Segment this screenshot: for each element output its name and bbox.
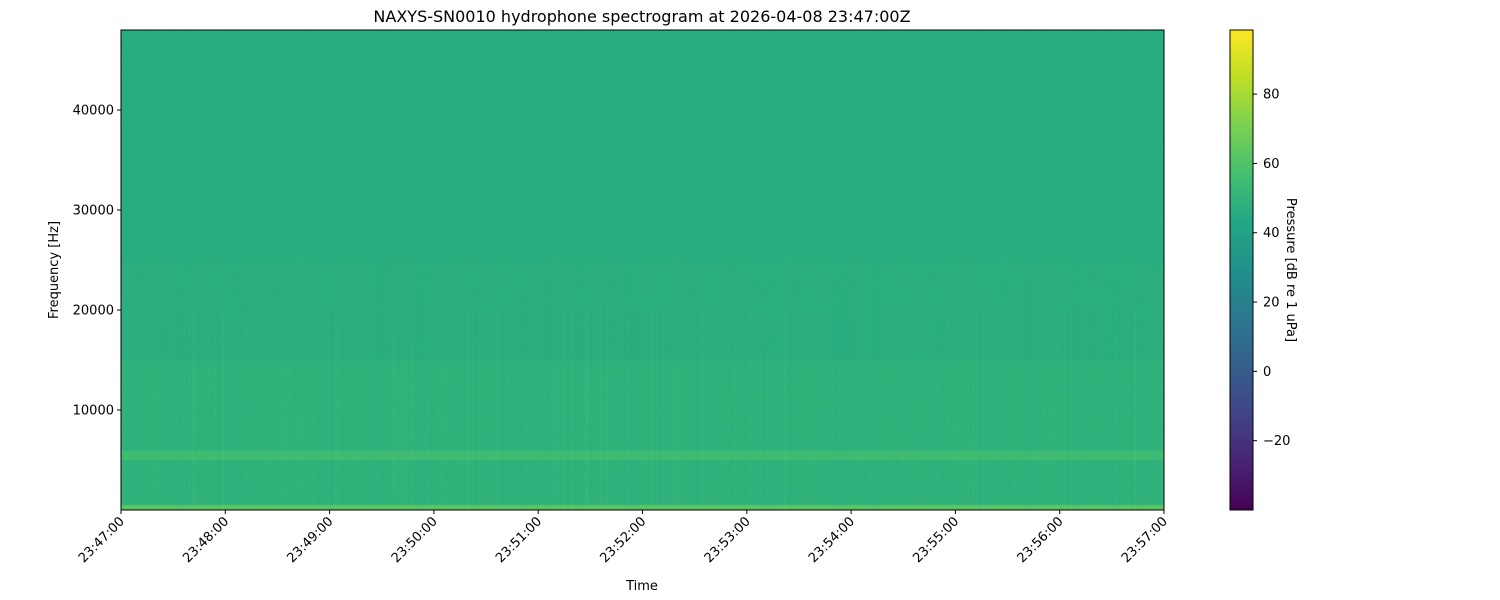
spectrogram-heatmap [121, 30, 1164, 510]
colorbar-tick-label: 0 [1263, 365, 1271, 380]
x-tick-label: 23:49:00 [285, 514, 337, 566]
plot-frame [120, 29, 1165, 511]
colorbar-tick-label: 20 [1263, 296, 1280, 311]
colorbar-tick-label: 60 [1263, 157, 1280, 172]
x-tick-label: 23:56:00 [1015, 514, 1067, 566]
x-tick-label: 23:55:00 [910, 514, 962, 566]
y-tick-label: 20000 [73, 304, 114, 319]
colorbar-label: Pressure [dB re 1 uPa] [1283, 198, 1298, 342]
x-tick-label: 23:52:00 [597, 514, 649, 566]
y-axis-label: Frequency [Hz] [47, 221, 62, 319]
x-tick-label: 23:54:00 [806, 514, 858, 566]
colorbar-tick-label: 80 [1263, 88, 1280, 103]
colorbar-tick-label: 40 [1263, 226, 1280, 241]
y-tick-label: 10000 [73, 404, 114, 419]
y-tick-label: 40000 [73, 104, 114, 119]
x-tick-label: 23:50:00 [389, 514, 441, 566]
x-tick-label: 23:57:00 [1119, 514, 1171, 566]
x-tick-label: 23:48:00 [180, 514, 232, 566]
colorbar [1229, 29, 1254, 511]
x-axis-label: Time [625, 579, 658, 594]
colorbar-tick-label: −20 [1263, 434, 1290, 449]
x-tick-label: 23:47:00 [76, 514, 128, 566]
chart-title: NAXYS-SN0010 hydrophone spectrogram at 2… [373, 7, 910, 26]
x-tick-label: 23:51:00 [493, 514, 545, 566]
y-tick-label: 30000 [73, 204, 114, 219]
x-tick-label: 23:53:00 [702, 514, 754, 566]
